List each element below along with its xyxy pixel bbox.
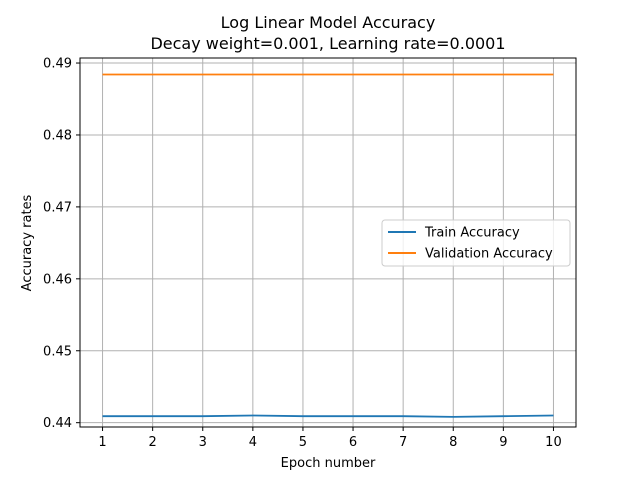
chart-subtitle: Decay weight=0.001, Learning rate=0.0001	[150, 34, 505, 53]
series-line-train-accuracy	[102, 414, 554, 418]
y-tick-label: 0.49	[43, 57, 72, 72]
plot-frame	[79, 57, 577, 428]
x-tick-label: 4	[249, 435, 257, 450]
legend-label: Validation Accuracy	[425, 247, 553, 262]
x-tick-label: 1	[98, 435, 106, 450]
x-tick-label: 10	[545, 435, 562, 450]
x-tick-label: 6	[349, 435, 357, 450]
y-tick-label: 0.44	[43, 416, 72, 431]
legend-label: Train Accuracy	[424, 226, 520, 241]
y-tick-label: 0.46	[43, 272, 72, 287]
x-tick-label: 9	[499, 435, 507, 450]
grid	[80, 58, 576, 427]
series-lines	[102, 73, 554, 418]
x-tick-label: 7	[399, 435, 407, 450]
x-tick-label: 8	[449, 435, 457, 450]
x-tick-label: 5	[299, 435, 307, 450]
x-tick-label: 2	[149, 435, 157, 450]
chart-title: Log Linear Model Accuracy	[221, 13, 436, 32]
y-tick-label: 0.48	[43, 128, 72, 143]
x-axis-label: Epoch number	[281, 456, 376, 471]
x-tick-label: 3	[199, 435, 207, 450]
axis-ticks: 1 2 3 4 5 6 7 8 9 10 0.44 0.45 0.46 0.47 0.48 0.49	[43, 57, 562, 450]
y-tick-label: 0.47	[43, 200, 72, 215]
legend-box	[381, 219, 571, 267]
y-axis-label: Accuracy rates	[20, 194, 35, 291]
legend: Train Accuracy Validation Accuracy	[381, 219, 571, 267]
y-tick-label: 0.45	[43, 344, 72, 359]
